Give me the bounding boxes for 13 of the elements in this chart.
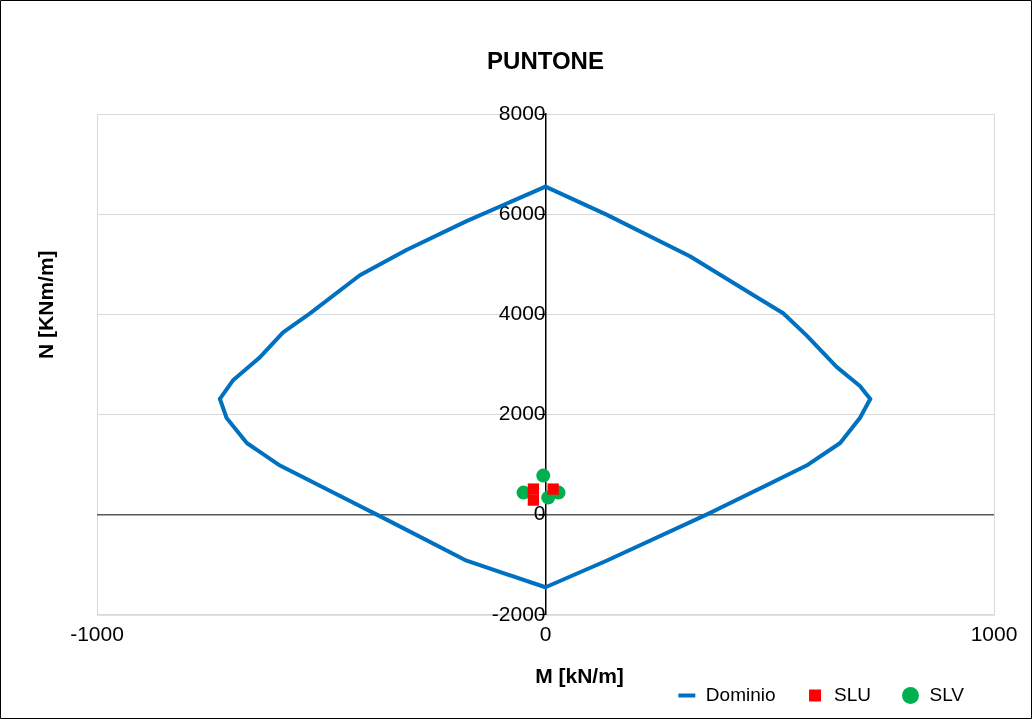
y-tick-label: 8000 — [498, 100, 546, 124]
y-tick-label: 6000 — [498, 200, 546, 224]
legend-label: SLU — [834, 683, 872, 705]
y-tick-label: 2000 — [498, 401, 546, 425]
x-tick-label: -1000 — [70, 622, 124, 646]
x-axis-title: M [kN/m] — [535, 663, 624, 687]
y-axis-title: N [KNm/m] — [33, 250, 57, 359]
chart-title: PUNTONE — [487, 46, 604, 74]
legend-label: SLV — [929, 683, 965, 705]
y-tick-label: 4000 — [498, 301, 546, 325]
legend-label: Dominio — [705, 683, 776, 705]
y-tick-label: -2000 — [491, 601, 546, 625]
x-tick-label: 1000 — [970, 622, 1018, 646]
